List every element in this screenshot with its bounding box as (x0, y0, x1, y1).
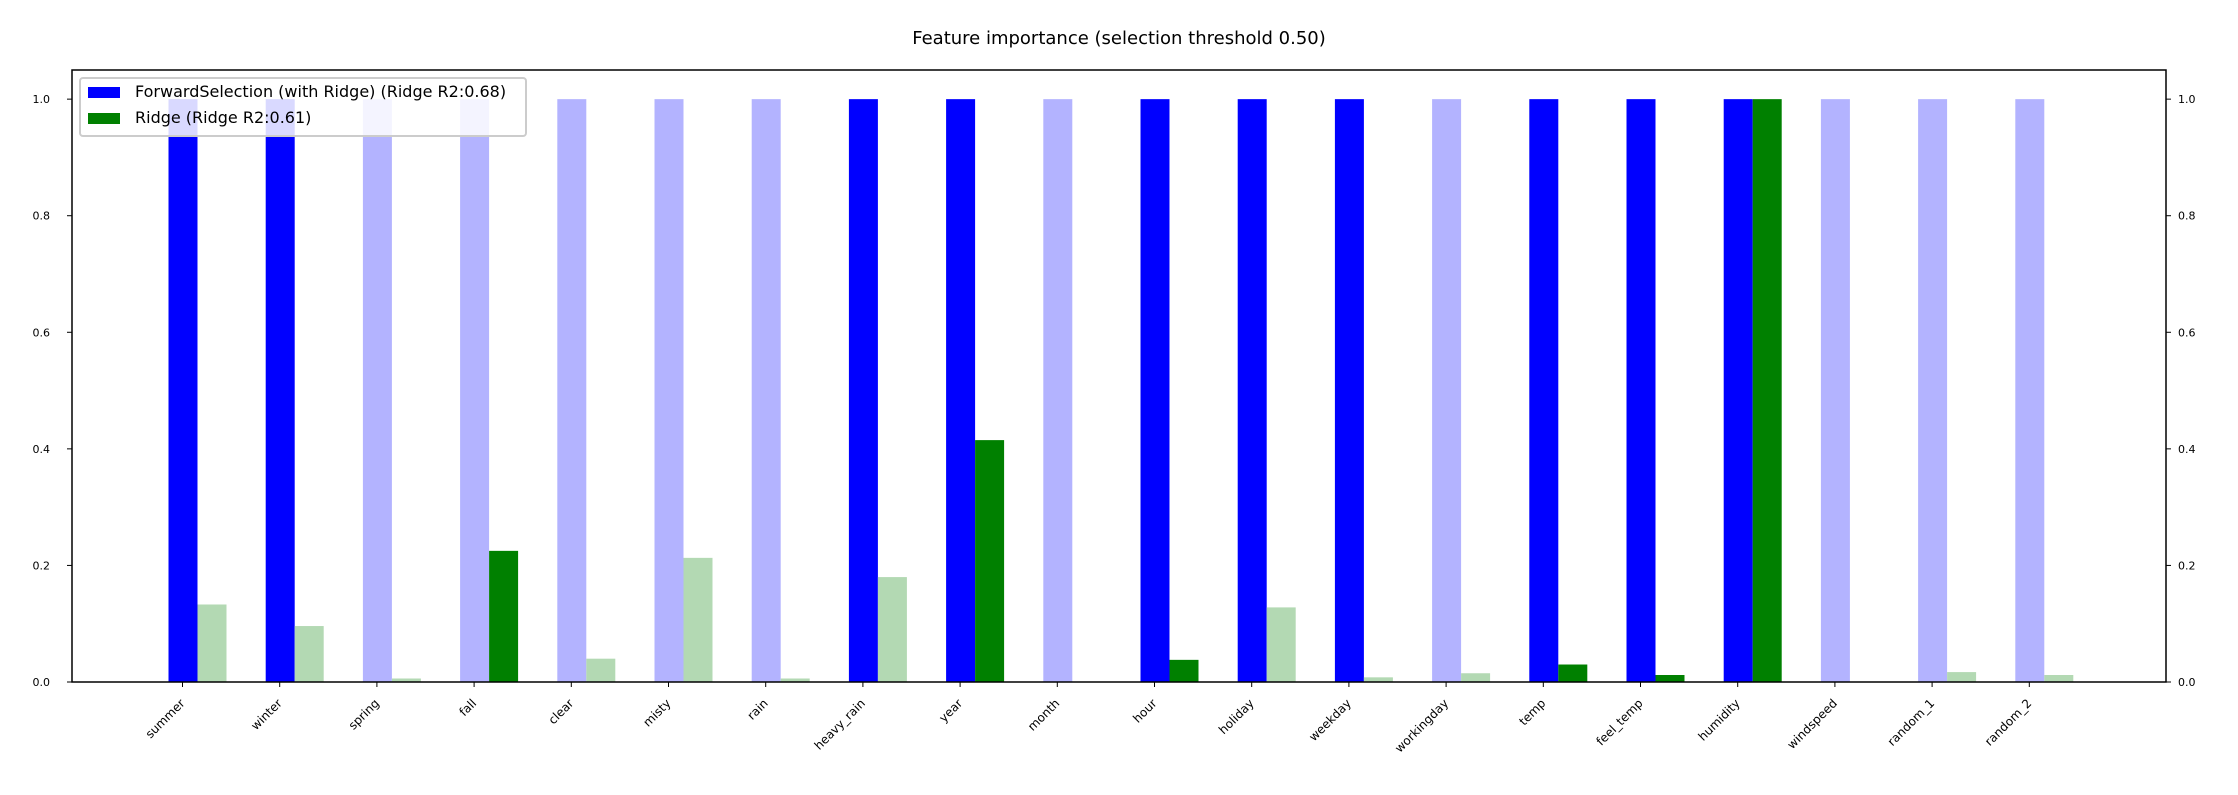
bar-forward-selection-summer (168, 99, 198, 682)
bar-ridge-summer (197, 604, 227, 682)
legend-box (79, 77, 527, 137)
bar-ridge-year (975, 440, 1005, 682)
bar-ridge-humidity (1752, 99, 1782, 682)
x-tick-label-holiday: holiday (1216, 696, 1257, 737)
x-tick-label-heavy_rain: heavy_rain (812, 696, 868, 752)
x-tick-label-feel_temp: feel_temp (1593, 696, 1645, 748)
x-tick-label-temp: temp (1516, 696, 1548, 728)
bar-forward-selection-windspeed (1820, 99, 1850, 682)
legend-swatch-ridge (88, 113, 120, 124)
right-y-axis: 0.0 0.2 0.4 0.6 0.8 1.0 (2166, 93, 2196, 689)
bar-ridge-workingday (1461, 673, 1491, 682)
bar-ridge-weekday (1363, 677, 1393, 682)
bar-forward-selection-misty (654, 99, 684, 682)
bar-ridge-clear (586, 658, 616, 682)
left-y-axis: 0.0 0.2 0.4 0.6 0.8 1.0 (33, 93, 72, 689)
x-tick-label-misty: misty (640, 696, 673, 729)
right-tick-label: 0.4 (2178, 443, 2196, 456)
bar-ridge-fall (489, 550, 519, 682)
x-tick-label-spring: spring (346, 696, 382, 732)
left-tick-label: 0.6 (33, 326, 51, 339)
legend-label-forward-selection: ForwardSelection (with Ridge) (Ridge R2:… (135, 82, 506, 101)
chart-title: Feature importance (selection threshold … (912, 28, 1326, 49)
x-tick-label-hour: hour (1130, 696, 1159, 725)
bar-forward-selection-workingday (1432, 99, 1462, 682)
x-tick-label-random_1: random_1 (1885, 696, 1937, 748)
bar-ridge-temp (1558, 664, 1588, 682)
right-tick-label: 0.8 (2178, 210, 2196, 223)
bar-forward-selection-spring (362, 99, 392, 682)
bar-forward-selection-random_2 (2015, 99, 2045, 682)
bar-ridge-rain (780, 678, 810, 682)
bar-forward-selection-rain (751, 99, 781, 682)
plot-frame (71, 69, 2167, 683)
x-tick-label-winter: winter (248, 696, 285, 733)
bar-forward-selection-year (946, 99, 976, 682)
x-tick-label-humidity: humidity (1695, 696, 1742, 743)
right-tick-label: 1.0 (2178, 93, 2196, 106)
bar-forward-selection-temp (1529, 99, 1559, 682)
bar-forward-selection-winter (265, 99, 295, 682)
x-tick-label-fall: fall (456, 696, 479, 719)
bars-group (168, 99, 2074, 682)
right-tick-label: 0.0 (2178, 676, 2196, 689)
x-tick-label-summer: summer (143, 696, 188, 741)
x-tick-label-month: month (1025, 696, 1062, 733)
bar-forward-selection-fall (460, 99, 490, 682)
x-tick-label-random_2: random_2 (1982, 696, 2034, 748)
bar-ridge-hour (1169, 659, 1199, 682)
x-tick-label-clear: clear (546, 696, 577, 727)
x-tick-label-weekday: weekday (1306, 696, 1354, 744)
x-tick-label-workingday: workingday (1392, 696, 1451, 755)
bar-forward-selection-weekday (1334, 99, 1364, 682)
legend: ForwardSelection (with Ridge) (Ridge R2:… (79, 77, 527, 137)
bar-ridge-spring (391, 678, 421, 682)
legend-label-ridge: Ridge (Ridge R2:0.61) (135, 108, 311, 127)
left-tick-label: 1.0 (33, 93, 51, 106)
bar-forward-selection-hour (1140, 99, 1170, 682)
bar-forward-selection-clear (557, 99, 587, 682)
right-tick-label: 0.6 (2178, 326, 2196, 339)
x-tick-label-year: year (936, 696, 965, 725)
bar-ridge-winter (294, 626, 324, 682)
left-tick-label: 0.2 (33, 559, 51, 572)
bar-forward-selection-holiday (1237, 99, 1267, 682)
bar-ridge-misty (683, 557, 713, 682)
bar-ridge-holiday (1266, 607, 1296, 682)
left-tick-label: 0.0 (33, 676, 51, 689)
bar-forward-selection-humidity (1723, 99, 1753, 682)
bar-forward-selection-heavy_rain (848, 99, 878, 682)
bar-forward-selection-random_1 (1918, 99, 1948, 682)
x-tick-label-windspeed: windspeed (1784, 696, 1840, 752)
bar-forward-selection-month (1043, 99, 1073, 682)
legend-swatch-forward-selection (88, 87, 120, 98)
bar-ridge-heavy_rain (877, 577, 907, 682)
left-tick-label: 0.4 (33, 443, 51, 456)
bar-ridge-random_1 (1947, 672, 1977, 682)
x-tick-label-rain: rain (744, 696, 770, 722)
bar-forward-selection-feel_temp (1626, 99, 1656, 682)
left-tick-label: 0.8 (33, 210, 51, 223)
bar-ridge-random_2 (2044, 675, 2074, 682)
x-axis: summer winter spring fall clear misty rain heav… (143, 682, 2034, 755)
bar-ridge-feel_temp (1655, 675, 1685, 682)
right-tick-label: 0.2 (2178, 559, 2196, 572)
